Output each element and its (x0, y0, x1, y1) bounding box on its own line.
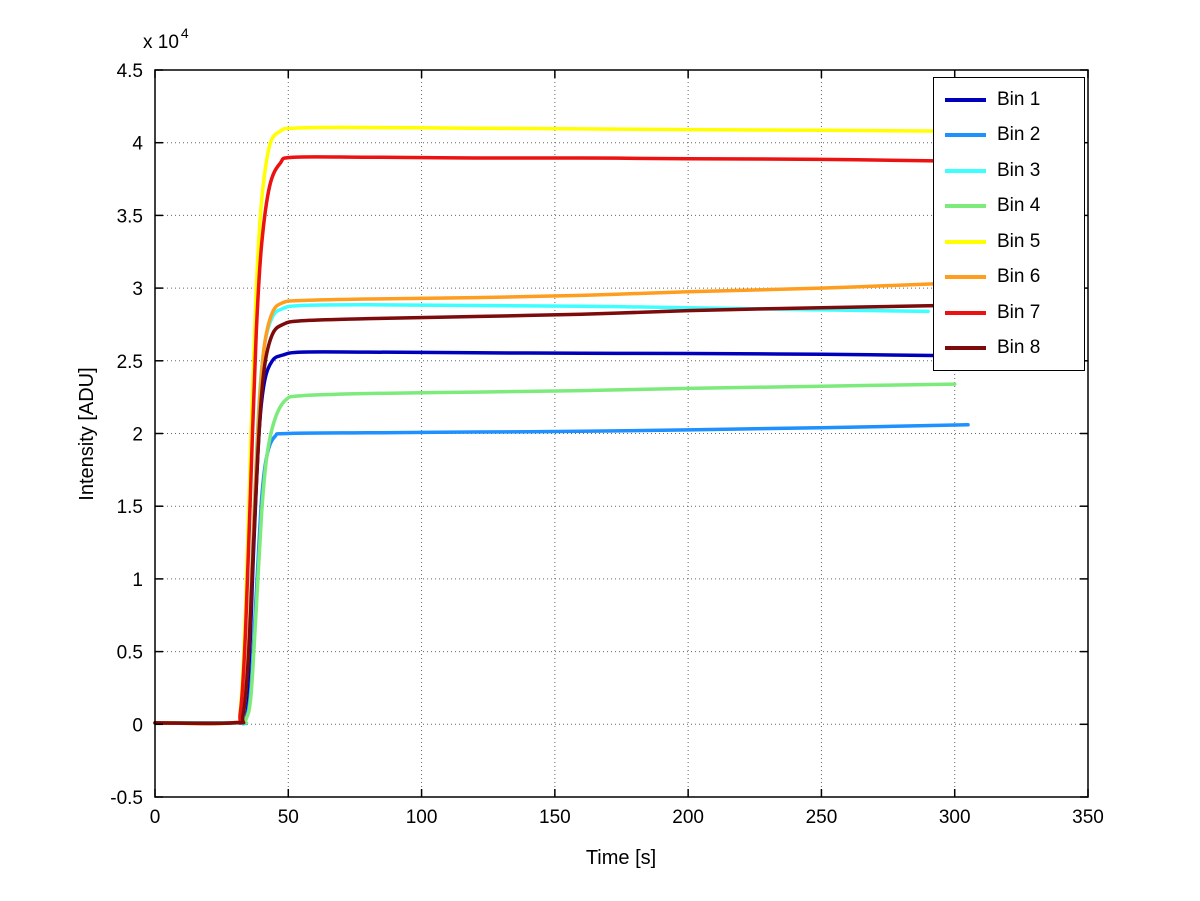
legend-label: Bin 5 (997, 230, 1041, 252)
y-tick-label: 3.5 (117, 206, 143, 227)
x-tick-label: 150 (539, 807, 571, 828)
x-tick-label: 250 (806, 807, 838, 828)
series-line-bin-7 (153, 155, 938, 726)
legend-label: Bin 4 (997, 195, 1041, 217)
y-tick-label: 3 (132, 279, 143, 300)
legend-entry-bin-7: Bin 7 (934, 295, 1084, 331)
x-tick-label: 350 (1072, 807, 1104, 828)
y-axis-multiplier-base: x 10 (143, 32, 179, 53)
legend-label: Bin 1 (997, 88, 1041, 110)
x-axis-label: Time [s] (586, 847, 656, 869)
y-tick-label: 2 (132, 425, 143, 446)
y-axis-multiplier: x 10 4 (143, 25, 189, 53)
series-line-bin-6 (153, 281, 938, 726)
y-tick-label: 0.5 (117, 643, 143, 664)
legend-label: Bin 7 (997, 301, 1041, 323)
x-tick-label: 0 (150, 807, 161, 828)
legend-line-sample (945, 310, 986, 315)
legend-label: Bin 2 (997, 124, 1041, 146)
x-tick-label: 100 (406, 807, 438, 828)
y-tick-label: -0.5 (110, 788, 143, 809)
x-tick-label: 200 (672, 807, 704, 828)
legend-line-sample (945, 275, 986, 280)
legend-entry-bin-6: Bin 6 (934, 260, 1084, 296)
legend-entry-bin-4: Bin 4 (934, 189, 1084, 225)
y-tick-label: 0 (132, 715, 143, 736)
legend-line-sample (945, 239, 986, 244)
legend-entry-bin-5: Bin 5 (934, 224, 1084, 260)
series-line-bin-4 (153, 382, 957, 725)
legend-entry-bin-1: Bin 1 (934, 82, 1084, 118)
legend-entry-bin-8: Bin 8 (934, 331, 1084, 367)
legend-line-sample (945, 97, 986, 102)
x-tick-label: 300 (939, 807, 971, 828)
series-line-bin-1 (153, 350, 957, 726)
legend-entry-bin-3: Bin 3 (934, 153, 1084, 189)
tick-labels: 0 50 100 150 200 250 300 350 -0.5 0 0.5 1 1.5 2 2.5 3 3.… (110, 61, 1104, 828)
series-lines (153, 125, 970, 726)
legend: Bin 1 Bin 2 Bin 3 Bin 4 Bin 5 Bin 6 Bin 7 Bin 8 (933, 77, 1085, 371)
legend-line-sample (945, 133, 986, 138)
x-tick-label: 50 (278, 807, 299, 828)
y-tick-label: 2.5 (117, 352, 143, 373)
legend-line-sample (945, 168, 986, 173)
y-tick-label: 1.5 (117, 497, 143, 518)
legend-line-sample (945, 204, 986, 209)
series-line-bin-3 (153, 303, 930, 726)
y-tick-label: 4.5 (117, 61, 143, 82)
legend-line-sample (945, 346, 986, 351)
y-axis-multiplier-exp: 4 (181, 25, 189, 41)
y-axis-label: Intensity [ADU] (76, 367, 98, 500)
y-tick-label: 1 (132, 570, 143, 591)
legend-label: Bin 6 (997, 266, 1041, 288)
y-tick-label: 4 (132, 134, 143, 155)
series-line-bin-8 (153, 303, 944, 726)
series-line-bin-2 (153, 423, 970, 726)
legend-label: Bin 8 (997, 337, 1041, 359)
legend-entry-bin-2: Bin 2 (934, 118, 1084, 154)
legend-label: Bin 3 (997, 159, 1041, 181)
